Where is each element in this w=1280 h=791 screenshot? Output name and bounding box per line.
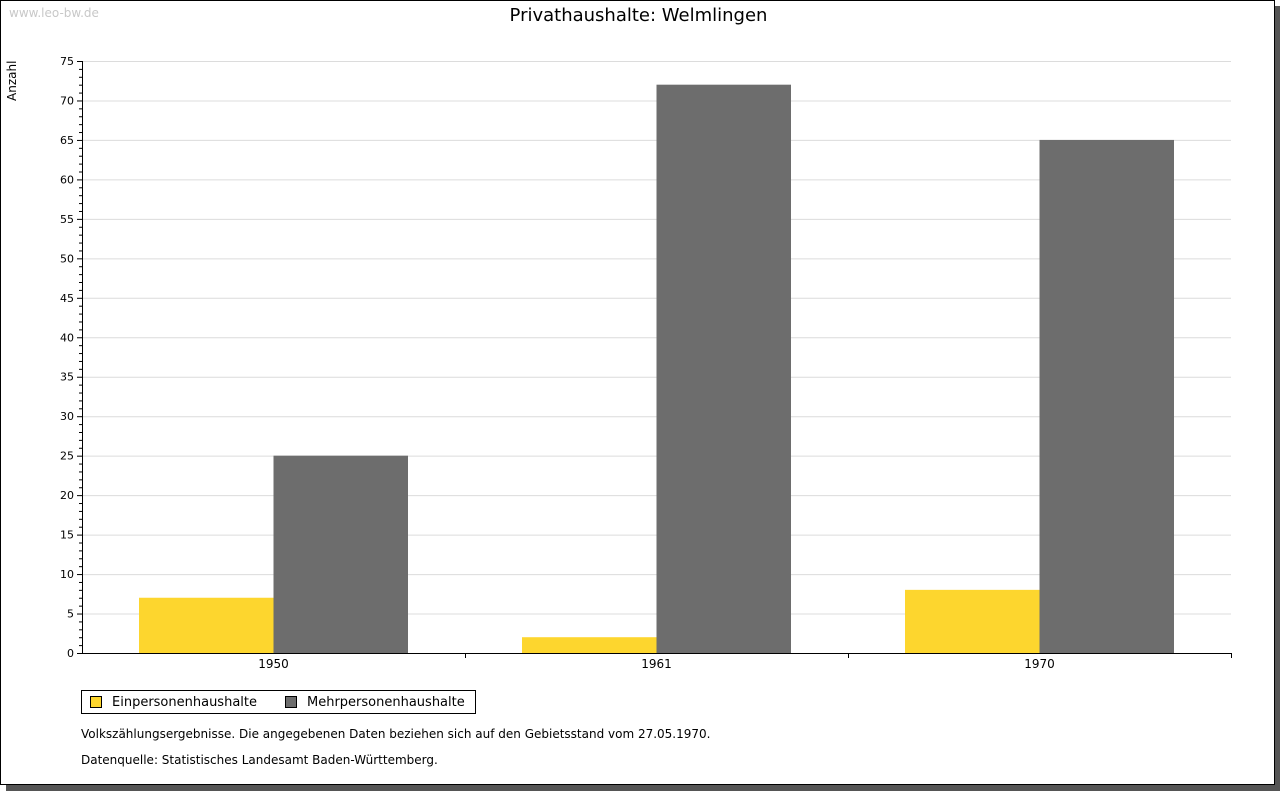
- bar-einpersonenhaushalte-1961: [522, 637, 657, 653]
- legend-label-einpersonen: Einpersonenhaushalte: [112, 694, 257, 710]
- y-tick-label: 65: [60, 134, 74, 147]
- y-tick-label: 0: [67, 647, 74, 660]
- x-tick-label: 1950: [258, 657, 289, 671]
- legend: Einpersonenhaushalte Mehrpersonenhaushal…: [81, 690, 476, 714]
- x-tick-label: 1970: [1024, 657, 1055, 671]
- y-tick-label: 5: [67, 608, 74, 621]
- y-tick-label: 70: [60, 94, 74, 107]
- chart-plot: 0 5 10 15 20 25 30 35 40 45 50 55 60 65 70 75 1950 1961 19…: [60, 55, 1232, 671]
- y-tick-label: 30: [60, 410, 74, 423]
- y-tick-label: 20: [60, 489, 74, 502]
- note-census: Volkszählungsergebnisse. Die angegebenen…: [81, 727, 711, 741]
- y-tick-label: 15: [60, 529, 74, 542]
- x-tick-label: 1961: [641, 657, 672, 671]
- y-tick-label: 25: [60, 450, 74, 463]
- y-tick-label: 50: [60, 252, 74, 265]
- y-tick-label: 40: [60, 331, 74, 344]
- y-tick-label: 75: [60, 55, 74, 68]
- legend-swatch-einpersonen: [90, 696, 102, 708]
- y-tick-label: 35: [60, 371, 74, 384]
- bar-mehrpersonenhaushalte-1970: [1039, 139, 1174, 653]
- bar-mehrpersonenhaushalte-1950: [273, 455, 408, 653]
- y-tick-label: 10: [60, 568, 74, 581]
- watermark: www.leo-bw.de: [9, 6, 99, 20]
- note-source: Datenquelle: Statistisches Landesamt Bad…: [81, 753, 438, 767]
- legend-label-mehrpersonen: Mehrpersonenhaushalte: [307, 694, 465, 710]
- bar-einpersonenhaushalte-1970: [905, 589, 1040, 653]
- bar-mehrpersonenhaushalte-1961: [656, 84, 791, 654]
- bar-einpersonenhaushalte-1950: [139, 597, 274, 653]
- y-tick-label: 60: [60, 173, 74, 186]
- chart-title: Privathaushalte: Welmlingen: [509, 5, 768, 26]
- y-tick-label: 55: [60, 213, 74, 226]
- y-tick-label: 45: [60, 292, 74, 305]
- legend-swatch-mehrpersonen: [285, 696, 297, 708]
